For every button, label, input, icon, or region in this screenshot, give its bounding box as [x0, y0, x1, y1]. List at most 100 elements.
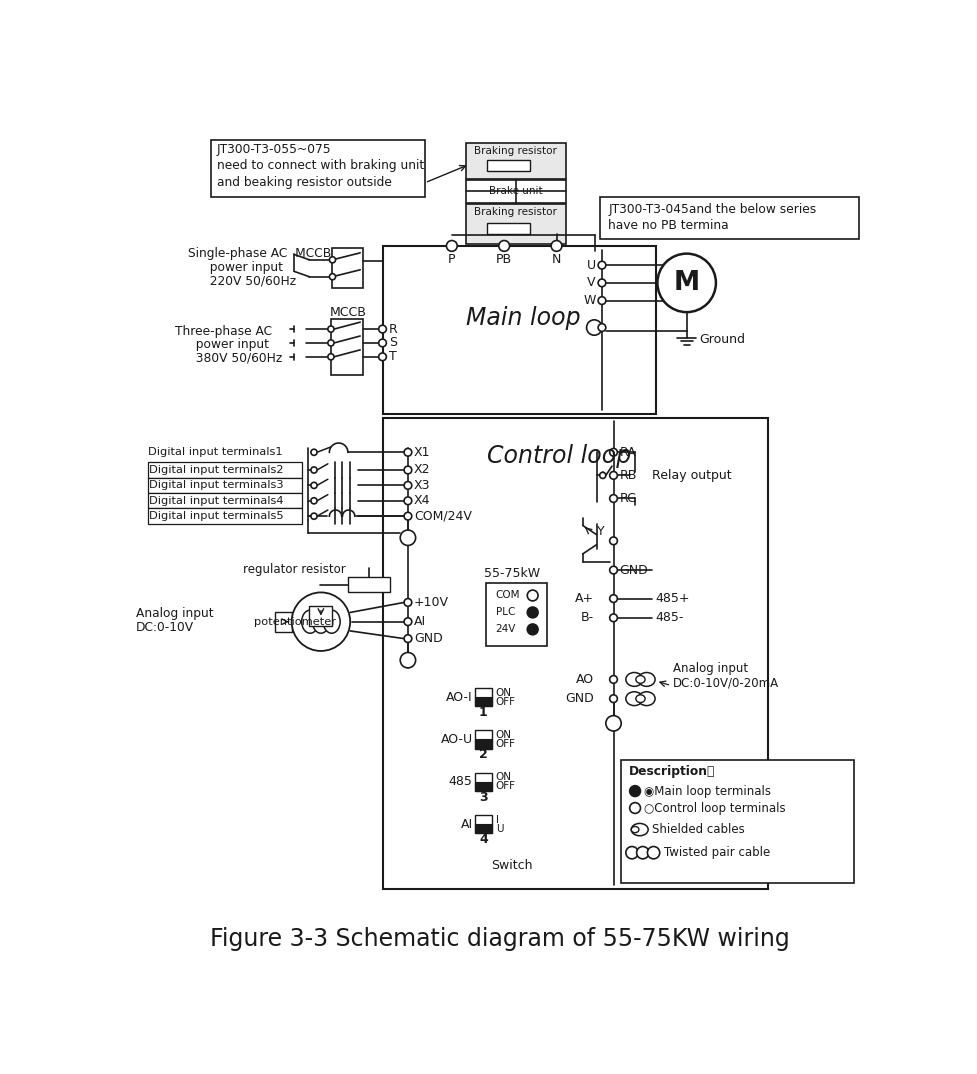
Text: Three-phase AC: Three-phase AC	[175, 325, 272, 338]
Circle shape	[598, 279, 606, 287]
Text: ON: ON	[495, 687, 512, 697]
Ellipse shape	[323, 610, 340, 634]
Text: A+: A+	[575, 592, 594, 605]
Text: AO-I: AO-I	[446, 691, 473, 703]
Text: OFF: OFF	[495, 782, 516, 792]
Text: P: P	[448, 252, 455, 265]
Text: X3: X3	[414, 479, 431, 492]
Bar	[488, 160, 530, 171]
Text: Shielded cables: Shielded cables	[652, 823, 744, 836]
Bar	[475, 697, 491, 707]
Bar	[601, 197, 859, 240]
Circle shape	[404, 481, 411, 490]
Text: Braking resistor: Braking resistor	[474, 207, 557, 217]
Text: ◉Main loop terminals: ◉Main loop terminals	[644, 785, 771, 798]
Text: U: U	[586, 259, 596, 272]
Bar	[466, 204, 566, 244]
Circle shape	[610, 614, 617, 622]
Circle shape	[329, 274, 335, 280]
Bar	[475, 782, 491, 792]
Bar	[331, 319, 363, 375]
Bar	[475, 688, 491, 707]
Text: potentiometer: potentiometer	[254, 616, 336, 627]
Text: AI: AI	[414, 615, 426, 628]
Circle shape	[499, 241, 510, 251]
Text: GND: GND	[566, 692, 594, 706]
Ellipse shape	[631, 827, 639, 832]
Circle shape	[658, 253, 716, 313]
Text: Switch: Switch	[491, 859, 532, 872]
Bar	[488, 222, 530, 234]
Circle shape	[311, 449, 318, 455]
Circle shape	[626, 846, 638, 859]
Text: PLC: PLC	[495, 608, 515, 618]
Bar	[475, 730, 491, 749]
Circle shape	[610, 676, 617, 683]
Text: ○Control loop terminals: ○Control loop terminals	[644, 801, 786, 814]
Ellipse shape	[302, 610, 319, 634]
Ellipse shape	[638, 672, 656, 686]
Text: 4: 4	[479, 833, 488, 846]
Text: Digital input terminals3: Digital input terminals3	[149, 480, 284, 491]
Text: B-: B-	[581, 611, 594, 624]
Text: power input: power input	[188, 338, 269, 351]
Bar	[148, 493, 302, 508]
Ellipse shape	[313, 610, 329, 634]
Bar	[348, 577, 390, 593]
Circle shape	[598, 261, 606, 268]
Bar	[383, 246, 656, 413]
Text: COM: COM	[495, 591, 520, 600]
Bar	[383, 418, 768, 889]
Text: Brake unit: Brake unit	[488, 186, 542, 197]
Bar	[475, 740, 491, 749]
Text: Digital input terminals5: Digital input terminals5	[149, 511, 284, 521]
Bar	[475, 815, 491, 833]
Text: need to connect with braking unit: need to connect with braking unit	[217, 159, 424, 172]
Text: 485+: 485+	[656, 592, 691, 605]
Text: 220V 50/60Hz: 220V 50/60Hz	[201, 274, 296, 287]
Text: ON: ON	[495, 730, 512, 740]
Circle shape	[586, 320, 602, 335]
Ellipse shape	[626, 672, 643, 686]
Circle shape	[328, 339, 334, 346]
Text: COM/24V: COM/24V	[414, 510, 472, 523]
Text: GND: GND	[619, 564, 649, 577]
Circle shape	[292, 593, 350, 651]
Bar	[621, 760, 854, 884]
Ellipse shape	[626, 692, 643, 706]
Circle shape	[598, 296, 606, 304]
Text: Twisted pair cable: Twisted pair cable	[663, 846, 770, 859]
Text: Braking resistor: Braking resistor	[474, 146, 557, 156]
Text: X1: X1	[414, 446, 431, 459]
Text: +10V: +10V	[414, 596, 449, 609]
Text: GND: GND	[414, 633, 443, 645]
Text: Ground: Ground	[699, 333, 745, 346]
Circle shape	[311, 482, 318, 489]
Text: 380V 50/60Hz: 380V 50/60Hz	[188, 351, 282, 364]
Text: AO-U: AO-U	[441, 732, 473, 746]
Text: R: R	[389, 322, 398, 335]
Text: OFF: OFF	[495, 697, 516, 707]
Text: AI: AI	[460, 817, 473, 830]
Circle shape	[598, 323, 606, 332]
Circle shape	[610, 495, 617, 503]
Bar	[487, 583, 546, 647]
Circle shape	[404, 618, 411, 625]
Text: DC:0-10V: DC:0-10V	[136, 622, 194, 635]
Bar	[211, 140, 425, 197]
Text: Digital input terminals1: Digital input terminals1	[148, 447, 282, 458]
Circle shape	[404, 635, 411, 642]
Circle shape	[401, 531, 415, 546]
Text: AO: AO	[576, 673, 594, 686]
Text: RB: RB	[619, 469, 637, 482]
Text: M: M	[673, 270, 700, 295]
Text: JT300-T3-045and the below series: JT300-T3-045and the below series	[608, 203, 817, 216]
Bar	[332, 248, 363, 288]
Text: Digital input terminals4: Digital input terminals4	[149, 496, 283, 506]
Text: Analog input: Analog input	[136, 608, 214, 621]
Text: U: U	[495, 824, 503, 833]
Circle shape	[610, 595, 617, 603]
Text: regulator resistor: regulator resistor	[242, 563, 345, 576]
Circle shape	[379, 353, 386, 361]
Text: 24V: 24V	[495, 624, 516, 635]
